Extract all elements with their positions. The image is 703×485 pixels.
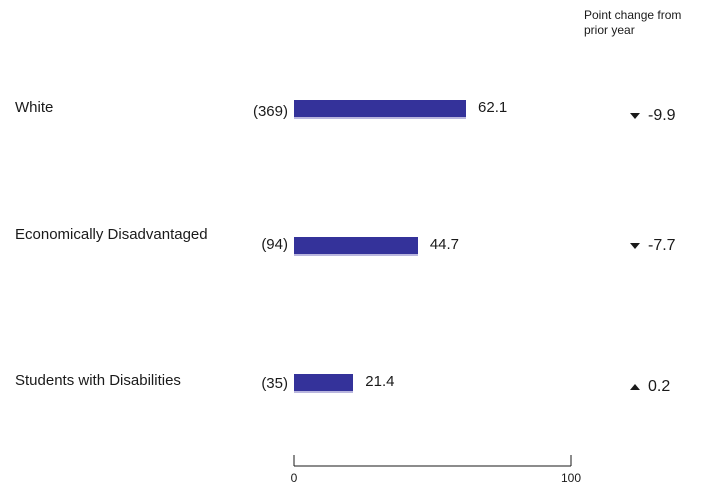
value-label-students-with-disabilities: 21.4 — [365, 373, 395, 390]
change-economically-disadvantaged: -7.7 — [630, 236, 676, 256]
count-white: (369) — [252, 103, 288, 120]
change-column-header: Point change from prior year — [584, 8, 682, 37]
triangle-down-icon — [630, 242, 640, 249]
change-students-with-disabilities: 0.2 — [630, 377, 670, 397]
category-label-white: White — [15, 99, 54, 116]
change-white: -9.9 — [630, 106, 676, 126]
change-value-students-with-disabilities: 0.2 — [648, 378, 671, 395]
bar-white — [294, 100, 467, 119]
category-label-students-with-disabilities: Students with Disabilities — [15, 372, 181, 389]
category-label-economically-disadvantaged: Economically Disadvantaged — [15, 226, 208, 243]
count-economically-disadvantaged: (94) — [261, 236, 288, 253]
bar-economically-disadvantaged — [294, 237, 418, 256]
change-value-economically-disadvantaged: -7.7 — [648, 237, 676, 254]
count-students-with-disabilities: (35) — [261, 375, 288, 392]
value-label-economically-disadvantaged: 44.7 — [429, 236, 460, 253]
value-label-white: 62.1 — [478, 99, 508, 116]
x-tick-label-0: 0 — [291, 471, 298, 485]
change-value-white: -9.9 — [648, 107, 676, 124]
x-tick-label-100: 100 — [561, 471, 581, 485]
bar-students-with-disabilities — [294, 374, 354, 393]
triangle-up-icon — [630, 383, 640, 390]
triangle-down-icon — [630, 112, 640, 119]
